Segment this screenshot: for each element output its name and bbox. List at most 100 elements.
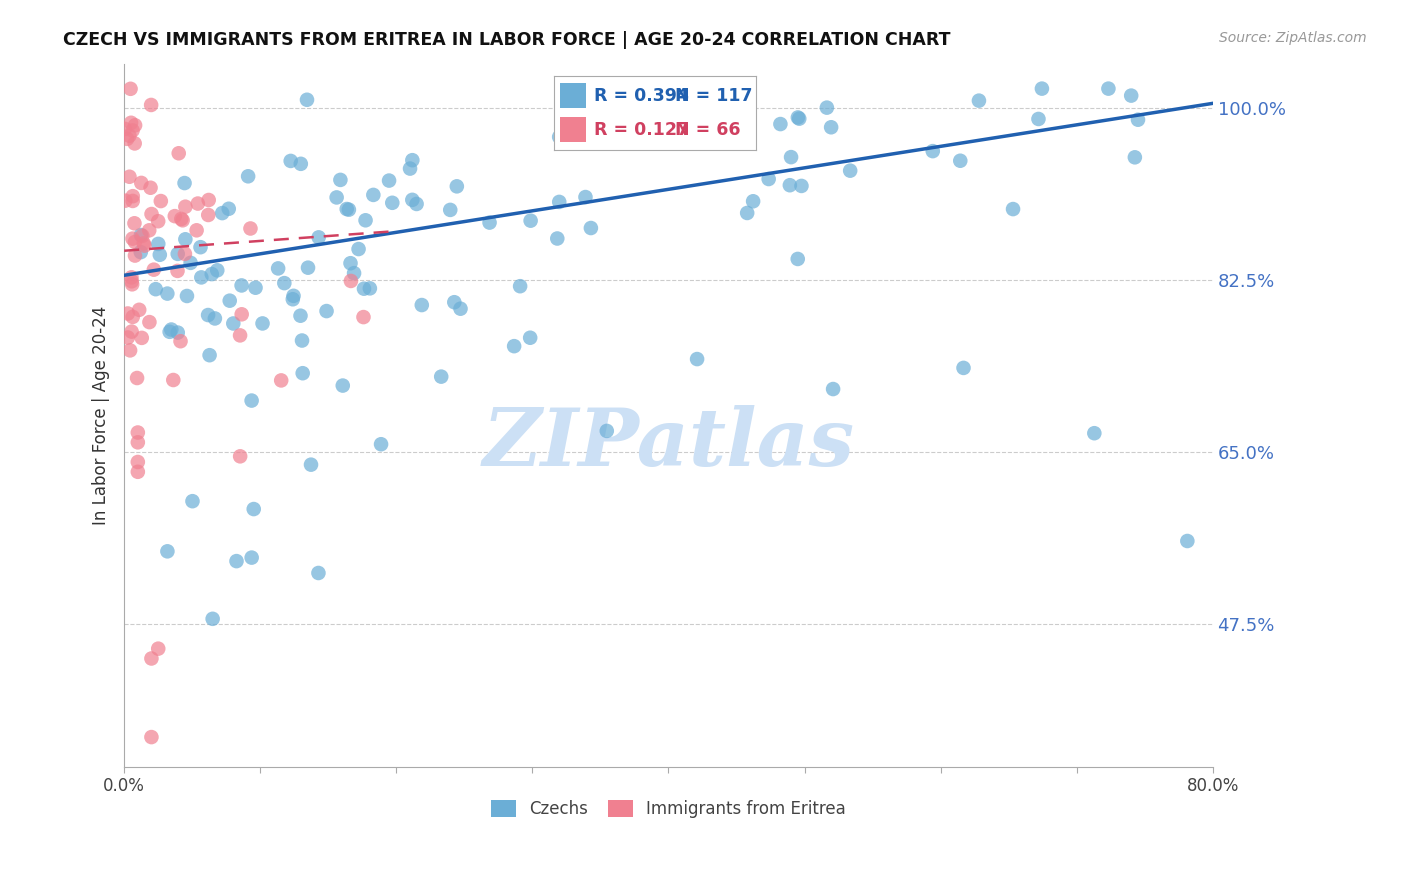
Point	[281, 292, 304, 306]
Point	[124, 136, 146, 151]
Point	[347, 242, 370, 256]
Point	[509, 279, 531, 293]
Point	[148, 236, 170, 251]
Point	[118, 169, 141, 184]
Point	[115, 132, 138, 146]
Point	[211, 206, 233, 220]
Point	[343, 266, 366, 280]
Point	[127, 465, 149, 479]
Point	[239, 221, 262, 235]
Point	[128, 302, 150, 317]
Point	[129, 228, 152, 243]
Point	[187, 196, 209, 211]
Point	[267, 261, 290, 276]
Point	[273, 276, 295, 290]
Point	[790, 178, 813, 193]
Point	[339, 256, 361, 270]
Point	[225, 554, 247, 568]
Point	[280, 153, 302, 168]
Point	[299, 458, 322, 472]
Point	[121, 277, 143, 292]
Point	[180, 256, 202, 270]
Text: Source: ZipAtlas.com: Source: ZipAtlas.com	[1219, 31, 1367, 45]
Point	[443, 295, 465, 310]
Point	[120, 343, 142, 358]
Point	[336, 202, 359, 216]
Point	[173, 176, 195, 190]
Point	[353, 282, 375, 296]
Point	[114, 194, 136, 208]
Point	[401, 153, 423, 168]
Point	[124, 235, 146, 249]
Point	[118, 128, 141, 143]
Point	[401, 193, 423, 207]
Point	[139, 180, 162, 194]
Point	[127, 435, 149, 450]
Point	[121, 270, 143, 285]
Point	[120, 82, 142, 96]
Point	[222, 317, 245, 331]
Point	[176, 289, 198, 303]
Point	[197, 308, 219, 322]
Point	[291, 366, 314, 380]
Point	[138, 315, 160, 329]
Point	[332, 378, 354, 392]
Point	[1123, 150, 1146, 164]
Point	[166, 264, 188, 278]
Point	[236, 169, 259, 184]
Point	[145, 282, 167, 296]
Point	[201, 267, 224, 281]
Point	[186, 223, 208, 237]
Point	[121, 123, 143, 137]
Point	[758, 172, 780, 186]
Point	[353, 310, 375, 324]
Point	[207, 263, 229, 277]
Point	[1002, 202, 1025, 216]
Point	[439, 202, 461, 217]
Point	[170, 211, 193, 226]
Point	[815, 101, 838, 115]
Point	[370, 437, 392, 451]
Point	[780, 150, 803, 164]
Point	[127, 455, 149, 469]
Legend: Czechs, Immigrants from Eritrea: Czechs, Immigrants from Eritrea	[484, 794, 853, 825]
Point	[1028, 112, 1050, 126]
Point	[1126, 112, 1149, 127]
Point	[139, 98, 162, 112]
Point	[381, 195, 404, 210]
Point	[337, 202, 360, 217]
Point	[363, 188, 385, 202]
Point	[823, 382, 845, 396]
Point	[686, 352, 709, 367]
Point	[124, 216, 146, 230]
Point	[159, 325, 181, 339]
Point	[166, 326, 188, 340]
Point	[579, 221, 602, 235]
Text: CZECH VS IMMIGRANTS FROM ERITREA IN LABOR FORCE | AGE 20-24 CORRELATION CHART: CZECH VS IMMIGRANTS FROM ERITREA IN LABO…	[63, 31, 950, 49]
Point	[167, 146, 190, 161]
Point	[329, 173, 352, 187]
Point	[1031, 81, 1053, 95]
Point	[921, 144, 943, 158]
Point	[148, 641, 170, 656]
Point	[229, 450, 252, 464]
Point	[117, 330, 139, 344]
Point	[229, 328, 252, 343]
Point	[160, 322, 183, 336]
Point	[121, 189, 143, 203]
Point	[399, 161, 422, 176]
Point	[124, 249, 146, 263]
Point	[149, 248, 172, 262]
Point	[120, 116, 142, 130]
Point	[163, 209, 186, 223]
Point	[231, 307, 253, 321]
Point	[450, 301, 472, 316]
Point	[291, 334, 314, 348]
Point	[121, 325, 143, 339]
Point	[131, 228, 153, 243]
Point	[156, 286, 179, 301]
Point	[148, 214, 170, 228]
Point	[596, 424, 619, 438]
Point	[166, 247, 188, 261]
Point	[769, 117, 792, 131]
